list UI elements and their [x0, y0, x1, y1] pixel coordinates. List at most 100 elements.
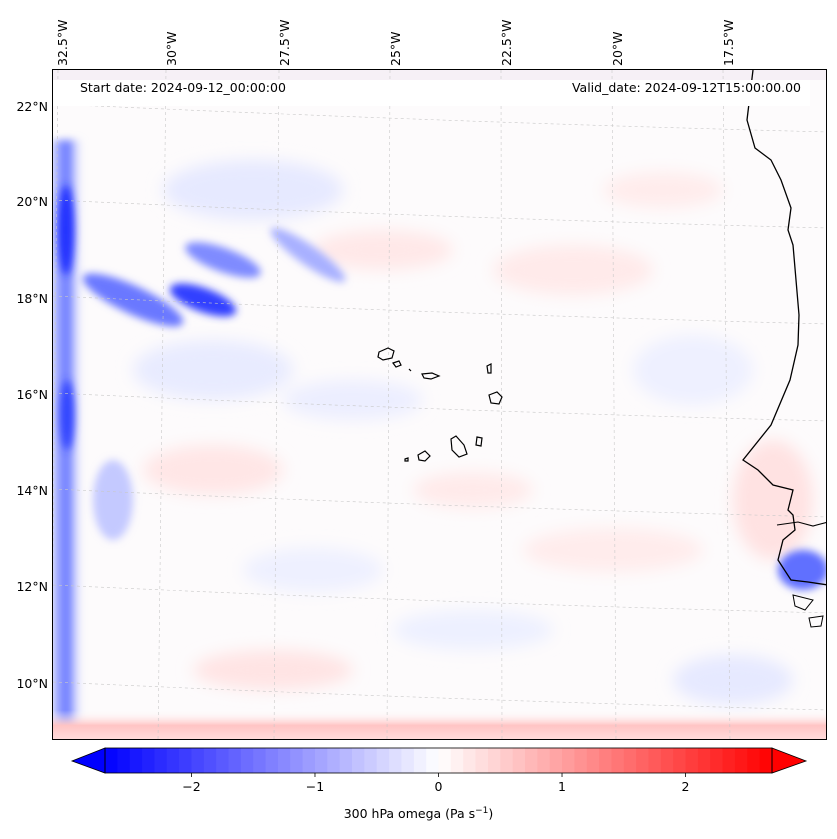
- meridian-27-5w: [273, 70, 280, 739]
- island-maio: [475, 436, 483, 447]
- colorbar-label: 300 hPa omega (Pa s−1): [0, 806, 837, 821]
- colorbar-cell: [253, 748, 267, 773]
- bijagos-islands: [792, 594, 824, 628]
- parallel-10n: [53, 681, 826, 711]
- island-santo-antao: [377, 347, 395, 361]
- island-sal: [486, 363, 492, 374]
- meridian-25w: [386, 70, 391, 739]
- colorbar-tick-label: 2: [681, 779, 690, 794]
- colorbar-cell: [660, 748, 674, 773]
- gambia-river-coast: [776, 521, 826, 527]
- colorbar-label-close: ): [488, 806, 494, 822]
- lat-label-10n: 10°N: [16, 676, 48, 691]
- start-date-label: Start date: 2024-09-12_00:00:00: [80, 80, 286, 95]
- colorbar-cell: [265, 748, 279, 773]
- parallel-20n: [53, 199, 826, 229]
- bottom-boundary-band: [53, 710, 826, 739]
- island-boa-vista: [488, 391, 503, 405]
- colorbar-cell: [463, 748, 477, 773]
- lat-label-20n: 20°N: [16, 194, 48, 209]
- colorbar-cell: [228, 748, 242, 773]
- parallel-18n: [53, 295, 826, 325]
- colorbar-cell: [203, 748, 217, 773]
- lon-label-22-5w: 22.5°W: [499, 19, 514, 66]
- colorbar-cell: [327, 748, 341, 773]
- island-santa-luzia: [408, 368, 412, 372]
- colorbar-extend-high: [771, 747, 808, 774]
- colorbar-cell: [290, 748, 304, 773]
- colorbar-tick-label: −2: [182, 779, 201, 794]
- colorbar-cell: [599, 748, 613, 773]
- colorbar-cell: [524, 748, 538, 773]
- colorbar-cell: [389, 748, 403, 773]
- colorbar-cell: [710, 748, 724, 773]
- meridian-22-5w: [500, 70, 503, 739]
- valid-date-label: Valid_date: 2024-09-12T15:00:00.00: [571, 80, 801, 95]
- colorbar-cell: [240, 748, 254, 773]
- colorbar-cell: [352, 748, 365, 773]
- colorbar-cell: [475, 748, 489, 773]
- colorbar-cell: [438, 748, 452, 773]
- colorbar-cell: [549, 748, 563, 773]
- colorbar-cell: [426, 748, 440, 773]
- colorbar-cell: [500, 748, 514, 773]
- colorbar-cell: [364, 748, 378, 773]
- colorbar-tick-label: −1: [305, 779, 325, 794]
- colorbar-cell: [697, 748, 711, 773]
- colorbar-cell: [487, 748, 501, 773]
- colorbar-cell: [179, 748, 193, 773]
- omega-field: [53, 70, 826, 739]
- lat-label-18n: 18°N: [16, 291, 48, 306]
- colorbar-cell: [314, 748, 328, 773]
- colorbar-tick-label: 0: [434, 779, 443, 794]
- parallel-16n: [53, 392, 826, 422]
- colorbar-cell: [142, 748, 156, 773]
- lon-label-20w: 20°W: [610, 31, 625, 66]
- colorbar-cell: [277, 748, 291, 773]
- colorbar-cell: [636, 748, 650, 773]
- colorbar-cell: [747, 748, 761, 773]
- colorbar-cell: [216, 748, 230, 773]
- lat-label-14n: 14°N: [16, 483, 48, 498]
- colorbar-cell: [734, 748, 748, 773]
- colorbar-cells: [105, 748, 773, 773]
- lat-label-12n: 12°N: [16, 579, 48, 594]
- colorbar-ticks: [191, 773, 686, 777]
- cape-verde-islands: [377, 347, 503, 462]
- island-santiago: [450, 435, 468, 458]
- parallel-22n: [53, 103, 826, 133]
- colorbar-cell: [413, 748, 427, 773]
- colorbar-cell: [648, 748, 662, 773]
- colorbar-cell: [759, 748, 773, 773]
- colorbar-cell: [105, 748, 118, 773]
- field-texture: [133, 160, 813, 705]
- colorbar-cell: [611, 748, 625, 773]
- meridian-30w: [157, 70, 167, 739]
- colorbar-cell: [339, 748, 353, 773]
- parallel-12n: [53, 584, 826, 614]
- graticule: [53, 70, 826, 739]
- island-sao-vicente: [392, 360, 402, 368]
- colorbar-cell: [722, 748, 736, 773]
- colorbar-cell: [537, 748, 551, 773]
- island-fogo: [417, 450, 431, 462]
- lon-label-32-5w: 32.5°W: [55, 19, 70, 66]
- header-band: [53, 80, 810, 106]
- colorbar-cell: [586, 748, 600, 773]
- colorbar-cell: [685, 748, 699, 773]
- colorbar-cell: [574, 748, 588, 773]
- meridian-17-5w: [722, 70, 731, 739]
- colorbar-tick-label: 1: [558, 779, 566, 794]
- colorbar-cell: [154, 748, 168, 773]
- map-panel: Start date: 2024-09-12_00:00:00 Valid_da…: [52, 69, 827, 740]
- colorbar-label-exponent: −1: [475, 806, 489, 816]
- colorbar-cell: [623, 748, 637, 773]
- colorbar-cell: [673, 748, 687, 773]
- colorbar-cell: [302, 748, 316, 773]
- island-sao-nicolau: [421, 372, 441, 380]
- colorbar-cell: [376, 748, 390, 773]
- colorbar-label-text: 300 hPa omega (Pa s: [343, 806, 476, 822]
- africa-coastline: [742, 70, 826, 586]
- top-boundary-band: [53, 70, 826, 80]
- colorbar: [70, 747, 808, 777]
